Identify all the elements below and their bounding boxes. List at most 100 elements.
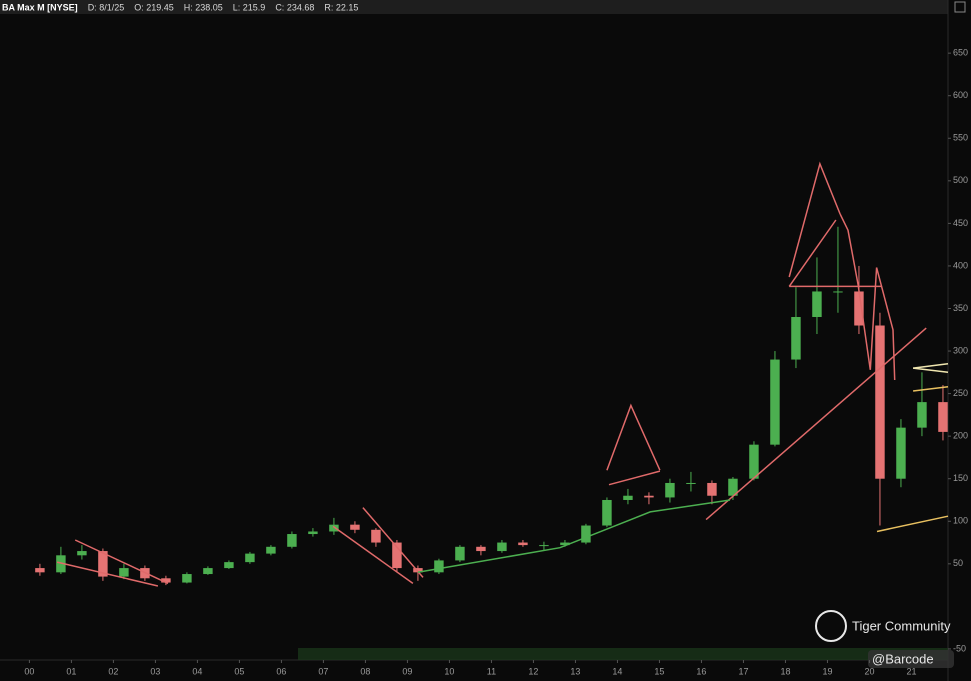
candle-body — [707, 482, 717, 496]
x-tick-label: 08 — [360, 666, 370, 676]
header-field: L: 215.9 — [233, 2, 266, 12]
candle-body — [665, 482, 675, 498]
header-field: H: 238.05 — [184, 2, 223, 12]
candle-body — [770, 359, 780, 445]
y-tick-label: 550 — [953, 133, 968, 143]
candle-body — [392, 542, 402, 569]
header-field: R: 22.15 — [324, 2, 358, 12]
candle-body — [686, 482, 696, 484]
candle-body — [161, 578, 171, 583]
candle-body — [182, 574, 192, 583]
candle-body — [350, 524, 360, 530]
x-tick-label: 11 — [487, 666, 496, 676]
watermark-logo — [815, 610, 847, 642]
candle-body — [812, 291, 822, 317]
candle-body — [329, 524, 339, 532]
candle-body — [623, 495, 633, 500]
candle-body — [728, 478, 738, 496]
candle-body — [560, 542, 570, 546]
x-tick-label: 21 — [906, 666, 916, 676]
candle-body — [98, 551, 108, 577]
candle-body — [518, 542, 528, 546]
x-tick-label: 20 — [864, 666, 874, 676]
y-tick-label: 100 — [953, 516, 968, 526]
trend-line — [913, 367, 949, 374]
candle-body — [434, 560, 444, 573]
trend-line — [705, 327, 927, 521]
x-tick-label: 19 — [822, 666, 832, 676]
x-tick-label: 14 — [612, 666, 622, 676]
x-tick-label: 07 — [318, 666, 328, 676]
x-tick-label: 01 — [66, 666, 76, 676]
y-tick-label: -50 — [953, 643, 966, 653]
watermark-badge — [868, 650, 954, 668]
x-tick-label: 16 — [696, 666, 706, 676]
candle-body — [371, 529, 381, 543]
candle-body — [854, 291, 864, 326]
x-tick-label: 09 — [402, 666, 412, 676]
trend-line — [74, 539, 169, 585]
x-tick-label: 00 — [24, 666, 34, 676]
plot-area — [35, 161, 949, 587]
x-tick-label: 17 — [738, 666, 748, 676]
candle-body — [413, 568, 423, 573]
trend-line — [606, 403, 661, 471]
candle-body — [77, 551, 87, 556]
candle-body — [224, 562, 234, 569]
trend-line — [56, 561, 159, 587]
candle-body — [581, 525, 591, 543]
candle-body — [644, 495, 654, 498]
candle-body — [875, 325, 885, 479]
trend-line — [839, 213, 896, 381]
chart-title: BA Max M [NYSE] — [2, 2, 78, 12]
x-tick-label: 03 — [150, 666, 160, 676]
x-tick-label: 02 — [108, 666, 118, 676]
candle-body — [35, 568, 45, 573]
x-tick-label: 13 — [570, 666, 580, 676]
trend-line — [913, 363, 949, 369]
candle-body — [308, 531, 318, 535]
y-tick-label: 250 — [953, 388, 968, 398]
candle-body — [287, 534, 297, 547]
y-tick-label: 450 — [953, 218, 968, 228]
y-tick-label: 400 — [953, 260, 968, 270]
candle-body — [896, 427, 906, 479]
header-field: C: 234.68 — [275, 2, 314, 12]
candle-body — [119, 568, 129, 577]
y-tick-label: 200 — [953, 431, 968, 441]
y-tick-label: 500 — [953, 175, 968, 185]
header-info: D: 8/1/25 O: 219.45 H: 238.05 L: 215.9 C: 23… — [88, 2, 359, 12]
candle-body — [749, 444, 759, 479]
header-field: O: 219.45 — [134, 2, 174, 12]
trend-line — [362, 507, 424, 578]
watermark-brand: Tiger Community — [852, 618, 951, 633]
candle-body — [791, 316, 801, 360]
candle-body — [476, 546, 486, 552]
x-tick-label: 12 — [528, 666, 538, 676]
x-tick-label: 06 — [276, 666, 286, 676]
candle-body — [539, 545, 549, 547]
candle-body — [266, 546, 276, 554]
candle-body — [938, 402, 948, 432]
header-field: D: 8/1/25 — [88, 2, 125, 12]
trend-line — [417, 499, 731, 574]
candle-body — [245, 553, 255, 563]
y-tick-label: 600 — [953, 90, 968, 100]
x-tick-label: 18 — [780, 666, 790, 676]
trend-line — [788, 161, 841, 278]
candle-body — [455, 546, 465, 561]
trend-line — [332, 525, 414, 585]
y-tick-label: 300 — [953, 345, 968, 355]
trend-line — [913, 386, 949, 392]
x-tick-label: 05 — [234, 666, 244, 676]
candle-body — [56, 555, 66, 573]
candle-body — [602, 499, 612, 526]
x-tick-label: 10 — [444, 666, 454, 676]
watermark-handle: @Barcode — [872, 651, 934, 666]
candle-body — [917, 402, 927, 428]
y-tick-label: 350 — [953, 303, 968, 313]
x-tick-label: 04 — [192, 666, 202, 676]
